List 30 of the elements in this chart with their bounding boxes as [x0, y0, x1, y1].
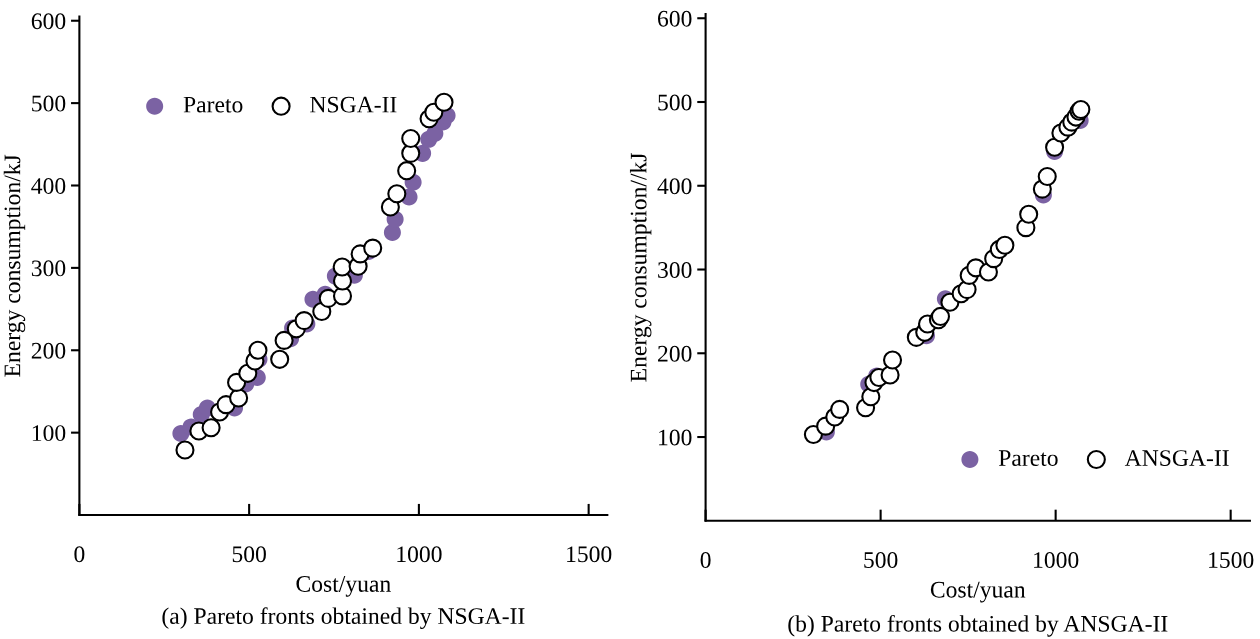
- y-tick-label: 500: [32, 95, 66, 112]
- x-tick-label: 1000: [1034, 552, 1079, 568]
- x-tick-label: 500: [864, 552, 898, 568]
- legend-label: Pareto: [998, 450, 1058, 467]
- legend-label: NSGA-II: [310, 96, 397, 113]
- y-tick-label: 500: [658, 94, 692, 111]
- legend-label: Pareto: [183, 96, 243, 113]
- x-tick-label: 500: [232, 546, 266, 563]
- y-tick-label: 400: [657, 178, 692, 195]
- x-tick-label: 1500: [567, 546, 612, 563]
- y-tick-label: 300: [31, 260, 66, 277]
- y-tick-label: 300: [658, 262, 692, 278]
- x-tick-label: 1000: [397, 546, 442, 563]
- text: (b) Pareto fronts obtained by ANSGA-II: [788, 614, 1168, 637]
- x-tick-label: 1500: [1209, 552, 1254, 568]
- legend-label: ANSGA-II: [1124, 450, 1229, 467]
- y-tick-label: 600: [658, 10, 692, 27]
- y-tick-label: 100: [32, 425, 66, 442]
- x-tick-label: 0: [700, 552, 711, 568]
- y-tick-label: 600: [31, 13, 66, 30]
- x-tick-label: 0: [74, 546, 85, 563]
- y-axis-title: Energy consumption/kJ: [3, 154, 26, 377]
- y-tick-label: 400: [31, 177, 66, 194]
- y-tick-label: 200: [658, 345, 692, 362]
- y-tick-label: 200: [31, 342, 66, 359]
- text: (a) Pareto fronts obtained by NSGA-II: [162, 607, 525, 629]
- y-tick-label: 100: [659, 429, 692, 446]
- y-axis-title: Energy consumption//kJ: [629, 153, 652, 382]
- x-axis-title: Cost/yuan: [296, 576, 391, 597]
- x-axis-title: Cost/yuan: [930, 581, 1026, 603]
